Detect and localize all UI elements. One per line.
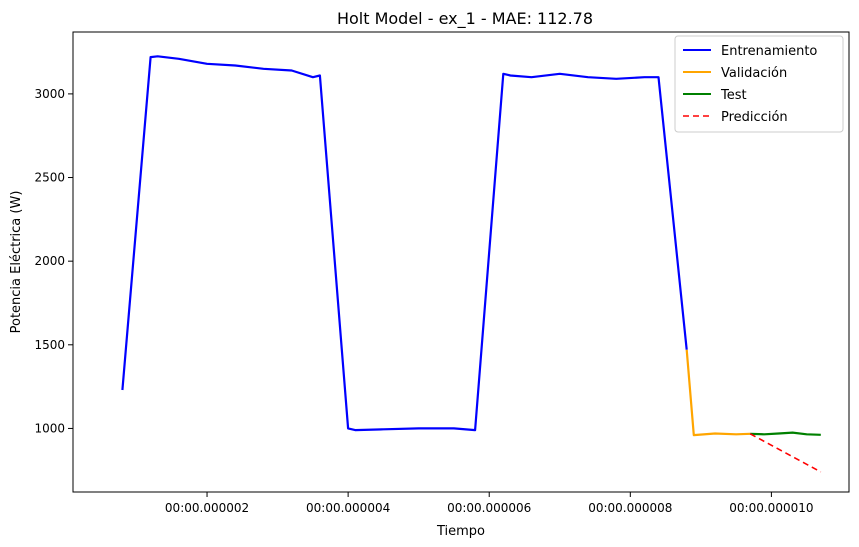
x-axis-label: Tiempo [436, 524, 485, 539]
y-tick-label: 2000 [34, 254, 65, 268]
y-tick-label: 1000 [34, 421, 65, 435]
plot-frame [72, 31, 850, 493]
series-line-test [750, 431, 821, 436]
legend: Entrenamiento Validación Test Predicción [674, 35, 844, 133]
x-tick-label: 00:00.000010 [729, 501, 813, 515]
x-tick-label: 00:00.000006 [447, 501, 531, 515]
legend-label: Predicción [721, 110, 788, 125]
legend-box [674, 35, 844, 133]
legend-label: Test [720, 88, 747, 103]
legend-label: Validación [721, 66, 787, 81]
y-tick-label: 3000 [34, 87, 65, 101]
x-tick-label: 00:00.000008 [588, 501, 672, 515]
y-tick-label: 1500 [34, 338, 65, 352]
series-line-predicci-n [749, 433, 822, 473]
legend-label: Entrenamiento [721, 44, 817, 59]
series-line-entrenamiento [121, 55, 688, 432]
series-layer [121, 55, 822, 473]
y-tick-label: 2500 [34, 171, 65, 185]
x-tick-label: 00:00.000002 [165, 501, 249, 515]
y-axis-label: Potencia Eléctrica (W) [9, 191, 24, 334]
axes-layer: 00:00.000002 00:00.000004 00:00.000006 00:0… [34, 87, 813, 515]
series-line-validaci-n [685, 349, 751, 437]
chart-title: Holt Model - ex_1 - MAE: 112.78 [337, 9, 593, 29]
x-tick-label: 00:00.000004 [306, 501, 390, 515]
